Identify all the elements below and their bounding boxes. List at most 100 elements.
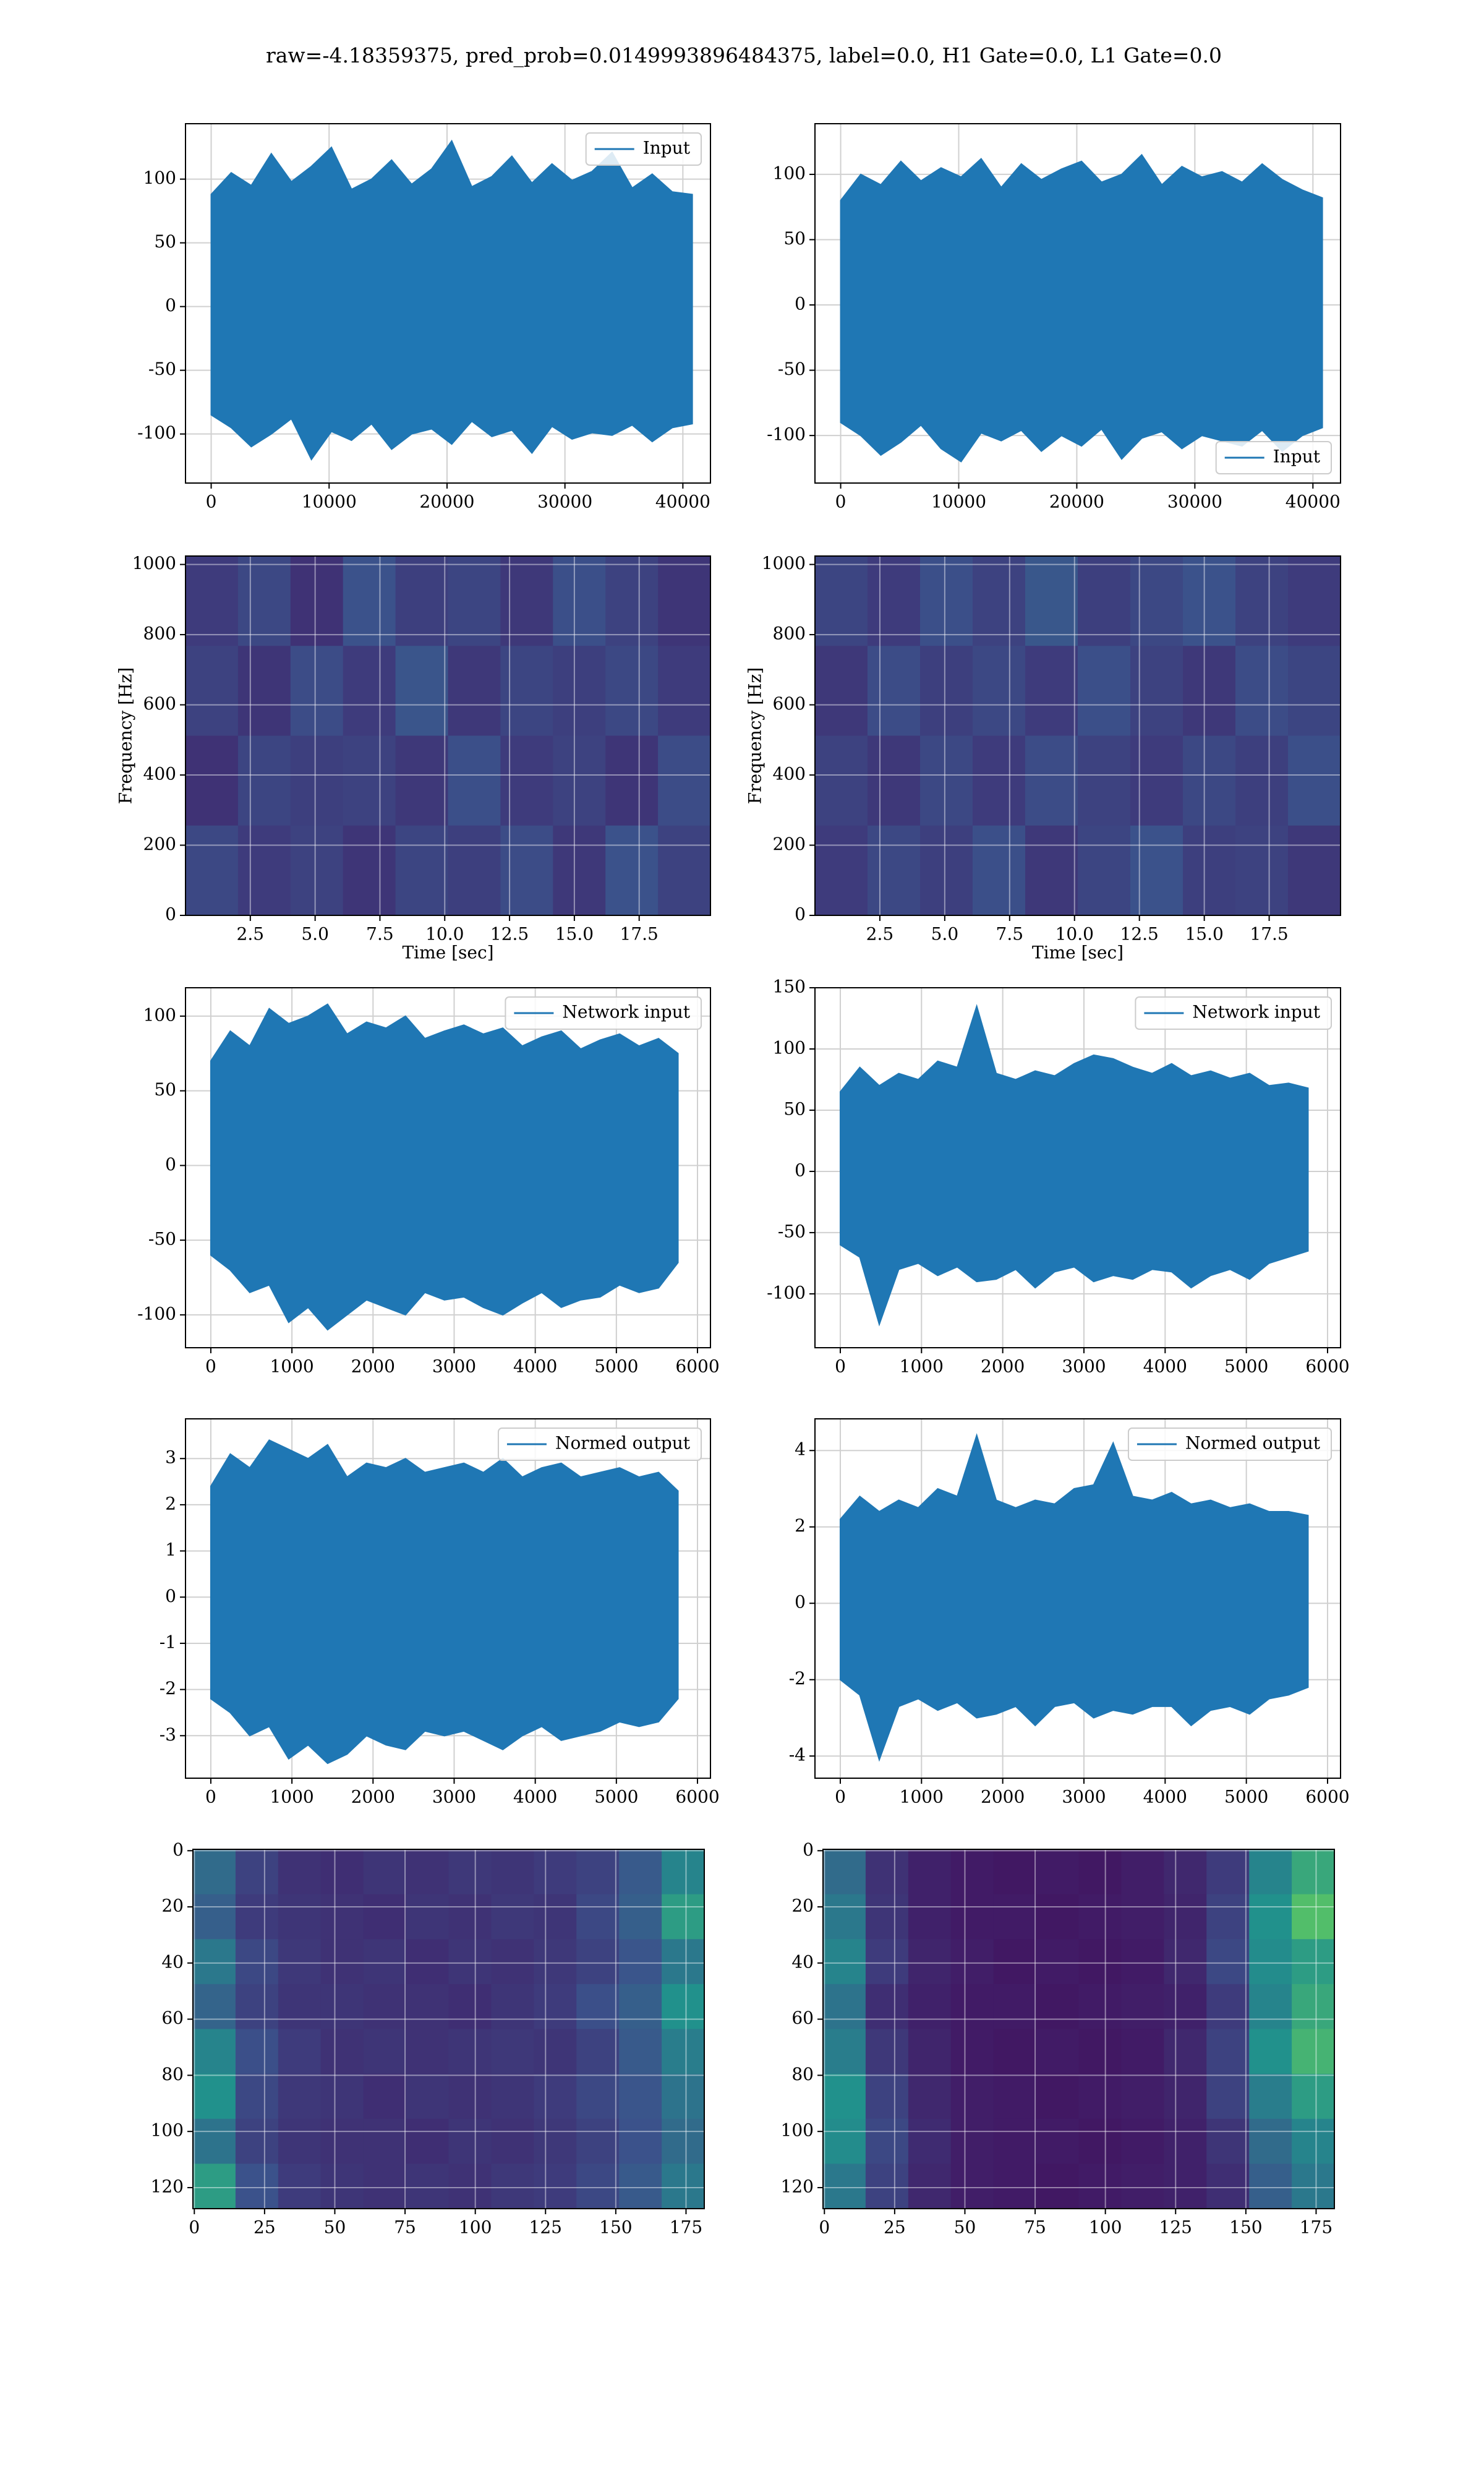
legend-box <box>1215 441 1332 474</box>
x-tick-label: 175 <box>670 2217 702 2238</box>
heatmap-cell <box>920 735 973 826</box>
legend-box <box>585 132 702 166</box>
heatmap-cell <box>950 1894 994 1940</box>
heatmap-cell <box>1036 2074 1079 2120</box>
heatmap-cell <box>823 1939 866 1985</box>
heatmap-cell <box>576 1894 620 1940</box>
heatmap-cell <box>1025 825 1078 916</box>
x-tick-label: 17.5 <box>1250 924 1288 944</box>
heatmap-cell <box>868 646 921 736</box>
x-tick-label: 75 <box>394 2217 416 2238</box>
heatmap-cell <box>448 2164 492 2209</box>
heatmap-cell <box>868 735 921 826</box>
x-tick-label: 4000 <box>1143 1356 1187 1377</box>
heatmap-cell <box>193 1984 236 2029</box>
heatmap-cell <box>500 735 553 826</box>
heatmap-cell <box>395 825 448 916</box>
x-tick-label: 2.5 <box>866 924 894 944</box>
heatmap-cell <box>1036 1984 1079 2029</box>
axes-frame <box>185 1418 711 1779</box>
y-tick-label: -100 <box>137 1303 176 1324</box>
heatmap-cell <box>1121 2164 1164 2209</box>
x-tick-label: 6000 <box>675 1787 719 1807</box>
axes-frame <box>814 1418 1341 1779</box>
heatmap-cell <box>1249 2074 1292 2120</box>
heatmap-cell <box>658 735 711 826</box>
x-tick-label: 30000 <box>1167 492 1222 512</box>
heatmap-cell <box>908 1939 952 1985</box>
y-tick-label: 1 <box>165 1539 176 1560</box>
y-tick-label: 20 <box>791 1896 814 1916</box>
heatmap-cell <box>363 1984 407 2029</box>
heatmap-cell <box>993 1849 1037 1895</box>
heatmap-cell <box>235 1894 279 1940</box>
heatmap-cell <box>343 825 396 916</box>
heatmap-cell <box>1121 2029 1164 2074</box>
y-tick-label: 600 <box>143 693 176 714</box>
x-tick-label: 6000 <box>675 1356 719 1377</box>
heatmap-cell <box>1121 2118 1164 2164</box>
heatmap-cell <box>1206 2164 1250 2209</box>
x-tick-label: 10000 <box>931 492 986 512</box>
heatmap-cell <box>363 2118 407 2164</box>
heatmap-cell <box>363 1939 407 1985</box>
heatmap-cell <box>363 2074 407 2120</box>
y-tick-label: 1000 <box>132 553 176 573</box>
heatmap-cell <box>186 556 239 646</box>
axes-frame <box>814 555 1341 916</box>
x-tick-label: 6000 <box>1305 1356 1349 1377</box>
legend-label: Normed output <box>1185 1433 1321 1453</box>
signal-band <box>839 1433 1309 1762</box>
heatmap-cell <box>619 2118 662 2164</box>
legend-label: Normed output <box>555 1433 691 1453</box>
heatmap-cell <box>193 2074 236 2120</box>
x-tick-label: 4000 <box>513 1356 557 1377</box>
x-tick-label: 1000 <box>900 1787 944 1807</box>
legend-box <box>505 996 702 1030</box>
heatmap-cell <box>1206 2074 1250 2120</box>
x-tick-label: 100 <box>1089 2217 1122 2238</box>
heatmap-cell <box>1288 735 1341 826</box>
x-axis-label: Time [sec] <box>1032 943 1124 963</box>
heatmap-cell <box>973 646 1026 736</box>
signal-band <box>210 139 693 461</box>
heatmap-cell <box>1130 735 1183 826</box>
heatmap-cell <box>320 2029 364 2074</box>
heatmap-cell <box>406 2074 449 2120</box>
x-tick-label: 125 <box>1159 2217 1192 2238</box>
heatmap-cell <box>1249 1939 1292 1985</box>
heatmap-cell <box>278 2074 322 2120</box>
y-tick-label: 0 <box>795 1160 806 1180</box>
x-tick-label: 30000 <box>537 492 592 512</box>
heatmap-cell <box>553 735 606 826</box>
heatmap-cell <box>500 646 553 736</box>
x-tick-label: 10000 <box>302 492 357 512</box>
axes-frame <box>814 123 1341 484</box>
heatmap-cell <box>448 646 501 736</box>
x-tick-label: 20000 <box>419 492 474 512</box>
heatmap-cell <box>278 1984 322 2029</box>
x-tick-label: 6000 <box>1305 1787 1349 1807</box>
heatmap-cell <box>1288 825 1341 916</box>
y-tick-label: -100 <box>137 422 176 443</box>
y-tick-label: 0 <box>795 904 806 925</box>
heatmap-cell <box>406 2164 449 2209</box>
heatmap-cell <box>605 735 659 826</box>
y-tick-label: 80 <box>161 2064 184 2084</box>
heatmap-cell <box>1249 2118 1292 2164</box>
heatmap-cell <box>1025 735 1078 826</box>
heatmap-cell <box>1025 556 1078 646</box>
legend-label: Network input <box>1192 1002 1320 1022</box>
y-tick-label: 400 <box>773 764 806 784</box>
heatmap-cell <box>662 1984 705 2029</box>
heatmap-cell <box>448 1984 492 2029</box>
heatmap-cell <box>343 735 396 826</box>
heatmap-cell <box>193 2164 236 2209</box>
x-tick-label: 12.5 <box>1120 924 1159 944</box>
heatmap-cell <box>619 2029 662 2074</box>
x-tick-label: 5.0 <box>931 924 959 944</box>
heatmap-cell <box>363 1849 407 1895</box>
x-tick-label: 3000 <box>432 1787 476 1807</box>
heatmap-cell <box>237 735 291 826</box>
y-tick-label: 3 <box>165 1447 176 1468</box>
